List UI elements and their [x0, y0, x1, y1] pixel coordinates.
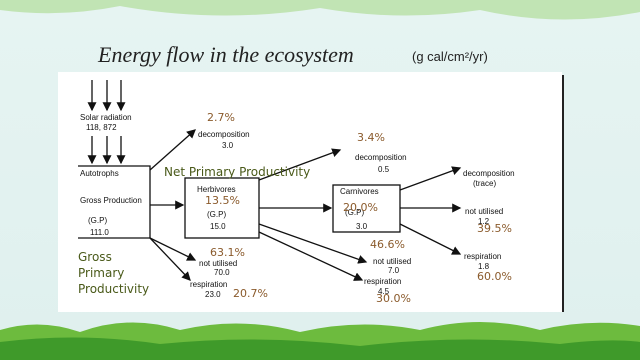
node-value: 118, 872: [86, 123, 117, 132]
flow-label: respiration: [464, 252, 501, 261]
flow-value: 7.0: [388, 266, 400, 275]
flow-value: 70.0: [214, 268, 230, 277]
node-value: 3.0: [356, 222, 368, 231]
flow-label: respiration: [364, 277, 401, 286]
gpp-label: Productivity: [78, 282, 149, 296]
node-label: Solar radiation: [80, 113, 132, 122]
gpp-label: Gross: [78, 250, 112, 264]
flow-label: decomposition: [355, 153, 407, 162]
flow-label: respiration: [190, 280, 227, 289]
percentage: 30.0%: [376, 292, 411, 305]
bottom-grass-dark: [0, 337, 640, 360]
node-gp: (G.P): [345, 208, 364, 217]
flow-value: 1.8: [478, 262, 490, 271]
percentage: 63.1%: [210, 246, 245, 259]
flow-value: 4.5: [378, 287, 390, 296]
percentage: 46.6%: [370, 238, 405, 251]
node-label: Carnivores: [340, 187, 379, 196]
flow-label: not utilised: [465, 207, 503, 216]
node-value: 15.0: [210, 222, 226, 231]
flow-value: 1.2: [478, 217, 490, 226]
diagram-labels: Solar radiation 118, 872 Autotrophs Gros…: [80, 113, 515, 299]
flow-value: 3.0: [222, 141, 234, 150]
flow-label: decomposition: [198, 130, 250, 139]
node-sublabel: Gross Production: [80, 196, 142, 205]
percentage: 2.7%: [207, 111, 235, 124]
flow-value: (trace): [473, 179, 496, 188]
flow-value: 23.0: [205, 290, 221, 299]
flow-value: 0.5: [378, 165, 390, 174]
node-value: 111.0: [90, 228, 109, 237]
percentage: 13.5%: [205, 194, 240, 207]
percentage: 3.4%: [357, 131, 385, 144]
node-label: Herbivores: [197, 185, 236, 194]
node-label: Autotrophs: [80, 169, 119, 178]
npp-label: Net Primary Productivity: [164, 165, 310, 179]
diagram-panel: [58, 72, 562, 312]
flow-label: decomposition: [463, 169, 515, 178]
arrows: [78, 80, 462, 281]
top-grass: [0, 0, 640, 20]
flow-label: not utilised: [373, 257, 411, 266]
gpp-label: Primary: [78, 266, 124, 280]
node-gp: (G.P): [88, 216, 107, 225]
percentage: 60.0%: [477, 270, 512, 283]
title: Energy flow in the ecosystem: [97, 42, 354, 67]
percentage: 39.5%: [477, 222, 512, 235]
node-gp: (G.P): [207, 210, 226, 219]
unit: (g cal/cm²/yr): [412, 49, 488, 64]
percentage: 20.0%: [343, 201, 378, 214]
percentage: 20.7%: [233, 287, 268, 300]
annotations: Net Primary Productivity Gross Primary P…: [78, 111, 512, 305]
flow-label: not utilised: [199, 259, 237, 268]
